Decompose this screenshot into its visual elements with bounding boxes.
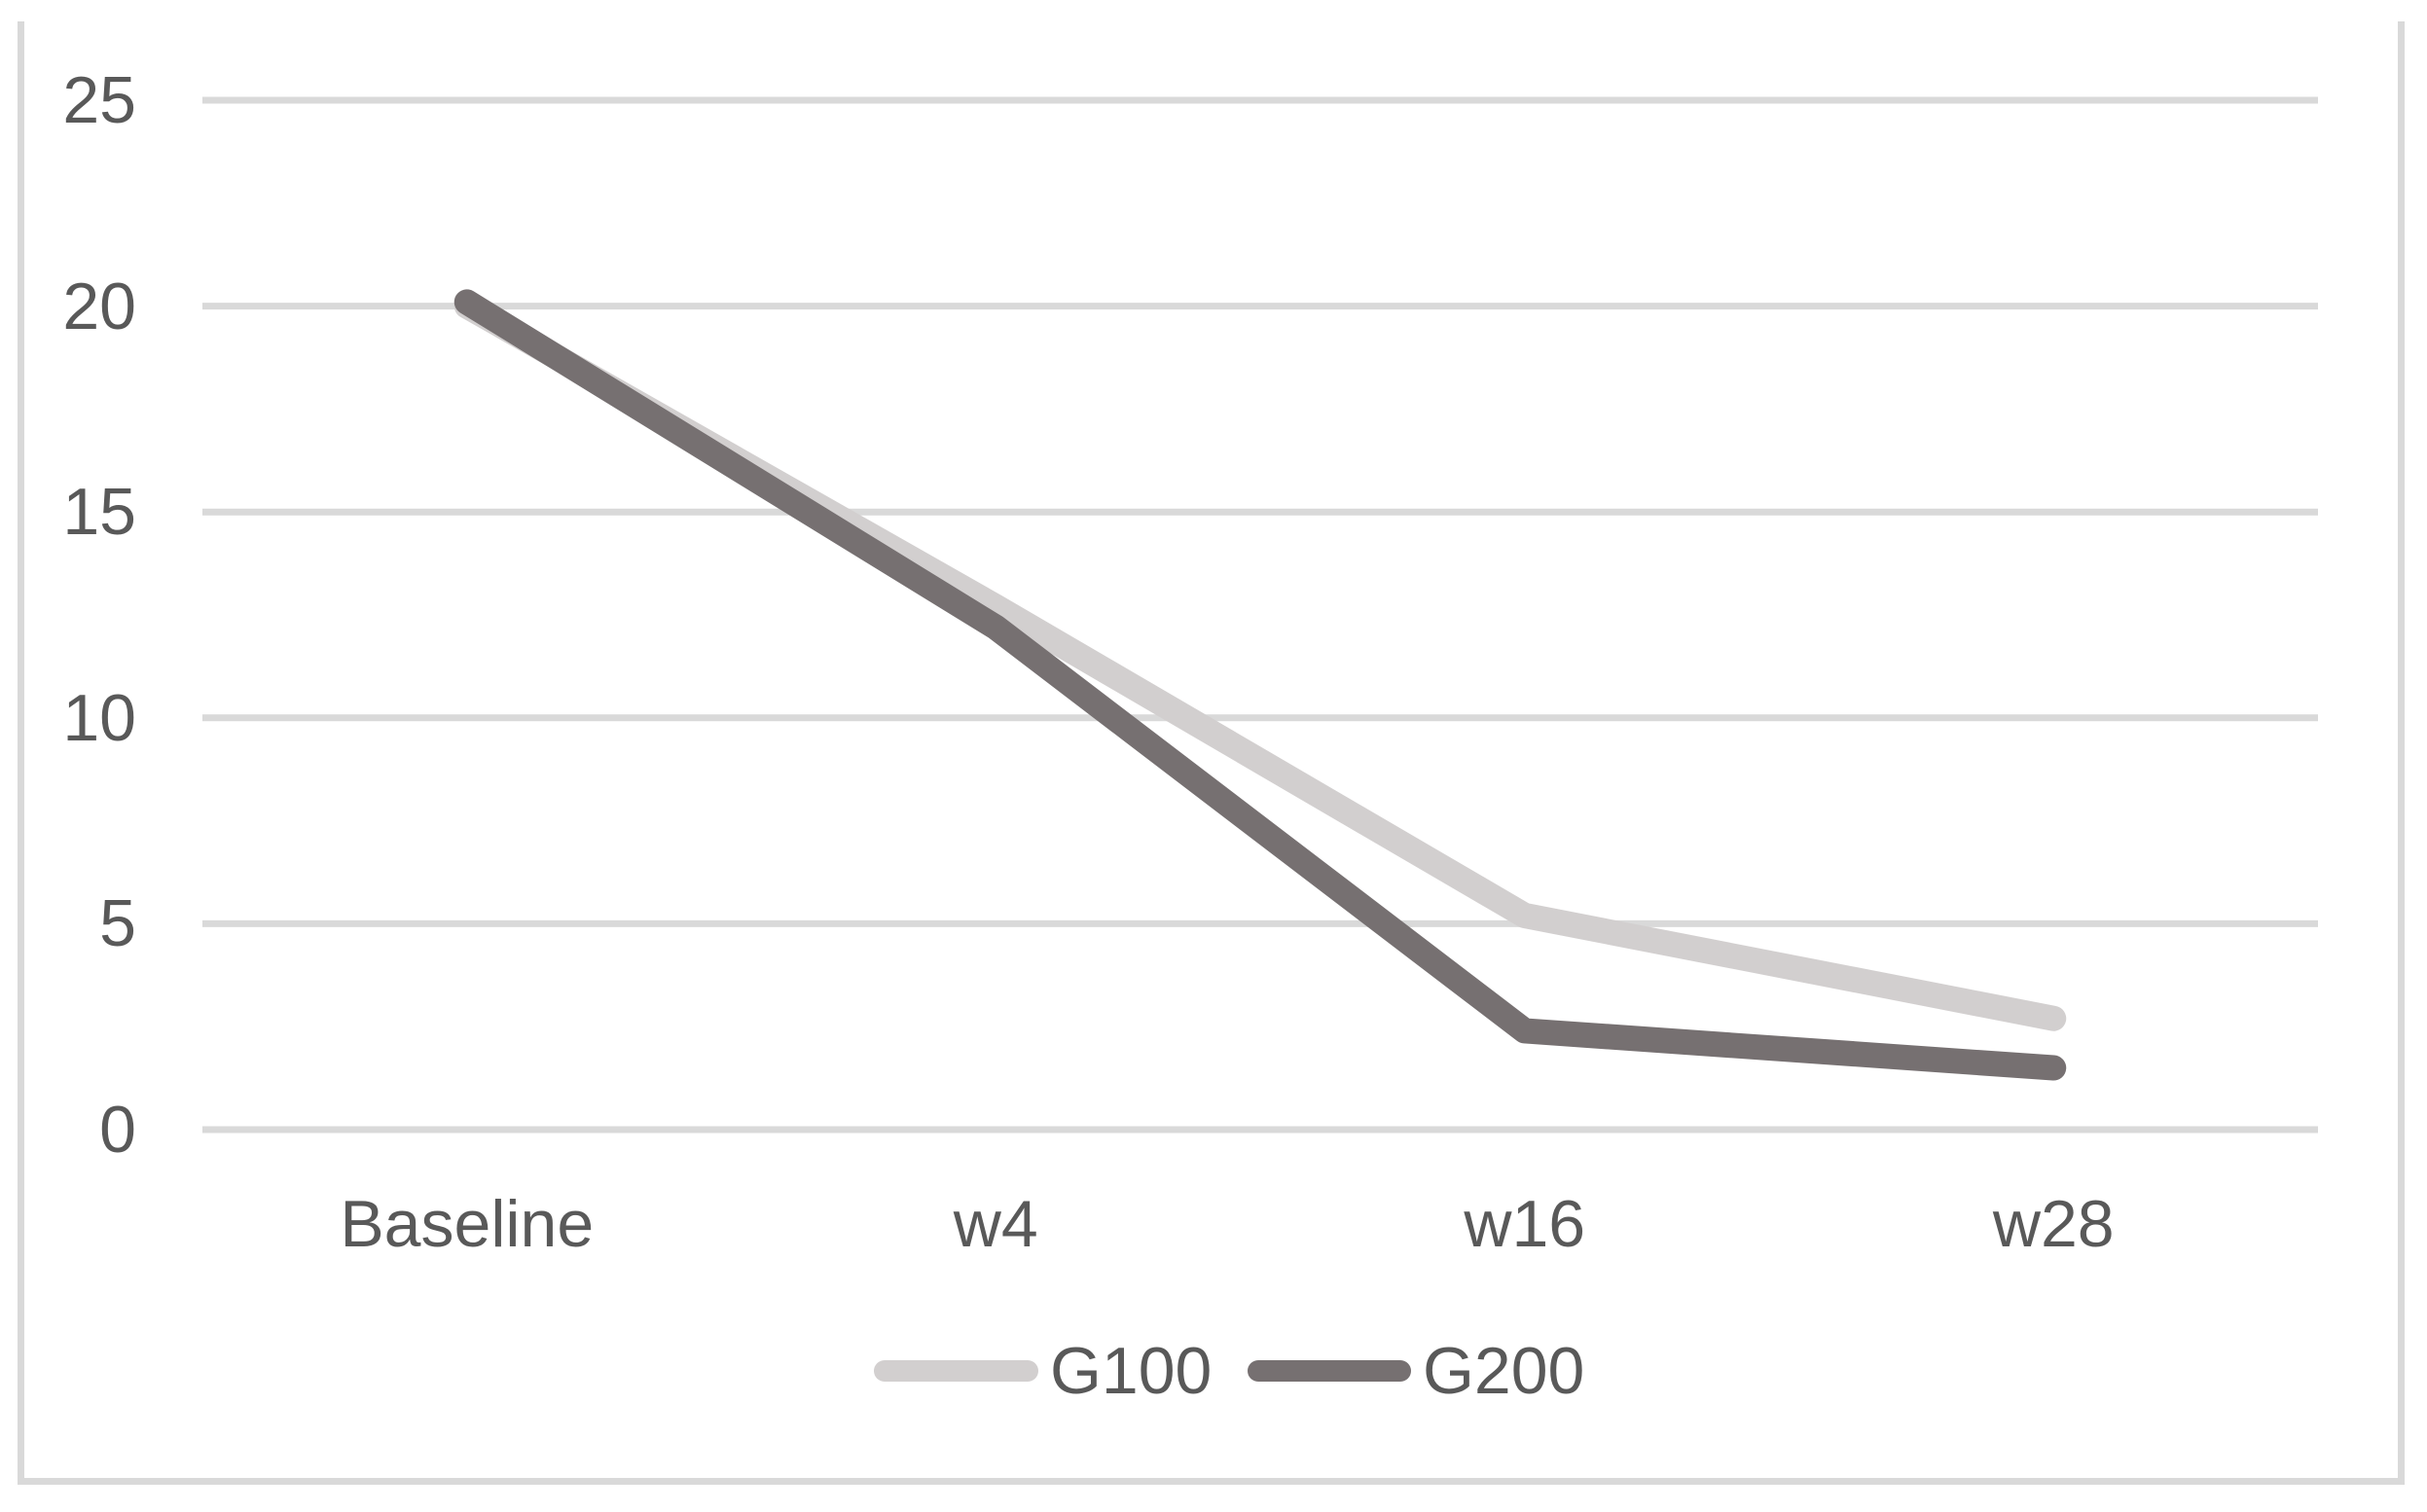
x-axis-tick-label: w28 (1992, 1187, 2115, 1261)
frame-left-border (18, 21, 24, 1485)
y-axis-tick-label: 15 (62, 475, 136, 550)
legend-swatch-g200 (1248, 1360, 1411, 1382)
legend-label-g100: G100 (1050, 1334, 1213, 1408)
x-axis-tick-label: w16 (1464, 1187, 1586, 1261)
y-axis-tick-label: 10 (62, 680, 136, 755)
frame-right-border (2398, 21, 2405, 1485)
legend-swatch-g100 (874, 1360, 1038, 1382)
y-axis-tick-label: 5 (99, 886, 136, 961)
series-line-g100 (453, 293, 2067, 1031)
frame-bottom-border (18, 1478, 2405, 1485)
legend-label-g200: G200 (1423, 1334, 1585, 1408)
y-axis-tick-label: 25 (62, 63, 136, 137)
series-line-g200 (453, 289, 2067, 1081)
y-axis-tick-label: 20 (62, 269, 136, 343)
y-axis-tick-label: 0 (99, 1093, 136, 1167)
x-axis-tick-label: w4 (953, 1187, 1038, 1261)
x-axis-tick-label: Baseline (340, 1187, 595, 1261)
